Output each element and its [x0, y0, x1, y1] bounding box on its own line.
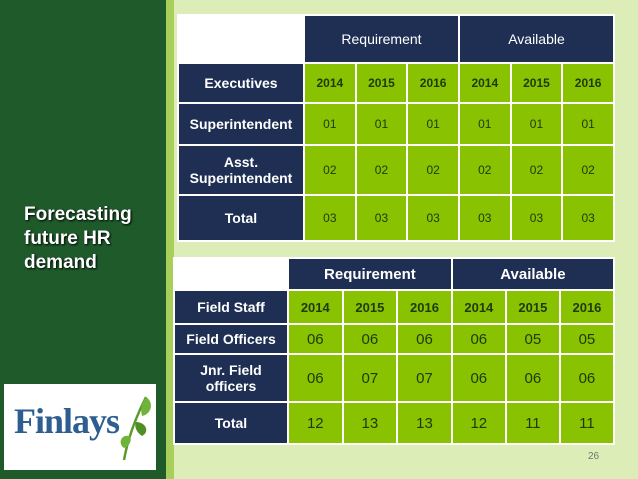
- table-cell: 02: [563, 146, 613, 194]
- table2-year: 2015: [343, 291, 397, 323]
- table-cell: 02: [408, 146, 458, 194]
- slide-title: Forecasting future HR demand: [24, 203, 164, 275]
- title-line-1: Forecasting: [24, 204, 132, 225]
- table-cell: 01: [511, 104, 562, 144]
- table-cell: 06: [343, 325, 397, 353]
- label-line: officers: [205, 378, 257, 394]
- table-cell: 03: [356, 196, 407, 240]
- table-cell: 02: [305, 146, 355, 194]
- executives-table: Requirement Available Executives 2014 20…: [177, 14, 615, 242]
- table-cell: 06: [560, 355, 613, 401]
- label-line: Superintendent: [189, 170, 293, 186]
- table-row: Asst. Superintendent 02 02 02 02 02 02: [179, 146, 613, 194]
- table1-blank-corner: [179, 16, 303, 62]
- table-cell: 01: [459, 104, 510, 144]
- table2-requirement-header: Requirement: [289, 259, 451, 289]
- table-cell: 03: [511, 196, 562, 240]
- leaf-icon: [120, 396, 151, 461]
- table-cell: 06: [452, 355, 505, 401]
- title-line-2: future HR: [24, 228, 111, 249]
- table-cell: 12: [289, 403, 342, 443]
- table-row: Field Officers 06 06 06 06 05 05: [175, 325, 613, 353]
- field-staff-table: Requirement Available Field Staff 2014 2…: [173, 257, 615, 445]
- table-row: Total 03 03 03 03 03 03: [179, 196, 613, 240]
- table1-available-header: Available: [459, 16, 613, 62]
- table-cell: 07: [398, 355, 451, 401]
- table-cell: 02: [459, 146, 510, 194]
- table-cell: 06: [452, 325, 505, 353]
- table-cell: 01: [408, 104, 458, 144]
- table-cell: 06: [398, 325, 451, 353]
- row-label-field-officers: Field Officers: [175, 325, 287, 353]
- table-cell: 03: [563, 196, 613, 240]
- table1-year: 2016: [408, 64, 458, 102]
- table-cell: 05: [506, 325, 559, 353]
- table-cell: 11: [560, 403, 613, 443]
- row-label-total: Total: [179, 196, 303, 240]
- table-cell: 11: [506, 403, 559, 443]
- sidebar-accent-bar: [166, 0, 174, 479]
- table-cell: 12: [452, 403, 505, 443]
- row-label-jnr-field-officers: Jnr. Field officers: [175, 355, 287, 401]
- table1-year: 2014: [459, 64, 510, 102]
- label-line: Asst.: [223, 154, 259, 170]
- table-cell: 01: [563, 104, 613, 144]
- logo-wordmark: Finlays: [14, 401, 120, 441]
- table2-year: 2016: [560, 291, 613, 323]
- table2-field-staff-header: Field Staff: [175, 291, 287, 323]
- row-label-superintendent: Superintendent: [179, 104, 303, 144]
- table-cell: 03: [305, 196, 355, 240]
- table-cell: 06: [506, 355, 559, 401]
- table-cell: 01: [305, 104, 355, 144]
- table-row: Superintendent 01 01 01 01 01 01: [179, 104, 613, 144]
- table1-year: 2015: [356, 64, 407, 102]
- table-cell: 02: [356, 146, 407, 194]
- table1-year: 2016: [563, 64, 613, 102]
- table2-available-header: Available: [452, 259, 613, 289]
- title-line-3: demand: [24, 252, 97, 273]
- table1-executives-header: Executives: [179, 64, 303, 102]
- table-row: Total 12 13 13 12 11 11: [175, 403, 613, 443]
- finlays-logo: Finlays: [4, 384, 156, 470]
- label-line: Jnr. Field: [200, 362, 262, 378]
- table2-year: 2014: [289, 291, 342, 323]
- table-cell: 13: [398, 403, 451, 443]
- table-cell: 01: [356, 104, 407, 144]
- row-label-asst-superintendent: Asst. Superintendent: [179, 146, 303, 194]
- table-cell: 05: [560, 325, 613, 353]
- row-label-total: Total: [175, 403, 287, 443]
- table-cell: 02: [511, 146, 562, 194]
- table2-year: 2016: [398, 291, 451, 323]
- table-cell: 03: [408, 196, 458, 240]
- table1-requirement-header: Requirement: [305, 16, 458, 62]
- table2-blank-corner: [175, 259, 287, 289]
- table-cell: 06: [289, 325, 342, 353]
- table-cell: 13: [343, 403, 397, 443]
- table1-year: 2015: [511, 64, 562, 102]
- table2-year: 2014: [452, 291, 505, 323]
- table-cell: 07: [343, 355, 397, 401]
- table-cell: 06: [289, 355, 342, 401]
- table1-year: 2014: [305, 64, 355, 102]
- table-cell: 03: [459, 196, 510, 240]
- table-row: Jnr. Field officers 06 07 07 06 06 06: [175, 355, 613, 401]
- table2-year: 2015: [506, 291, 559, 323]
- page-number: 26: [588, 451, 600, 462]
